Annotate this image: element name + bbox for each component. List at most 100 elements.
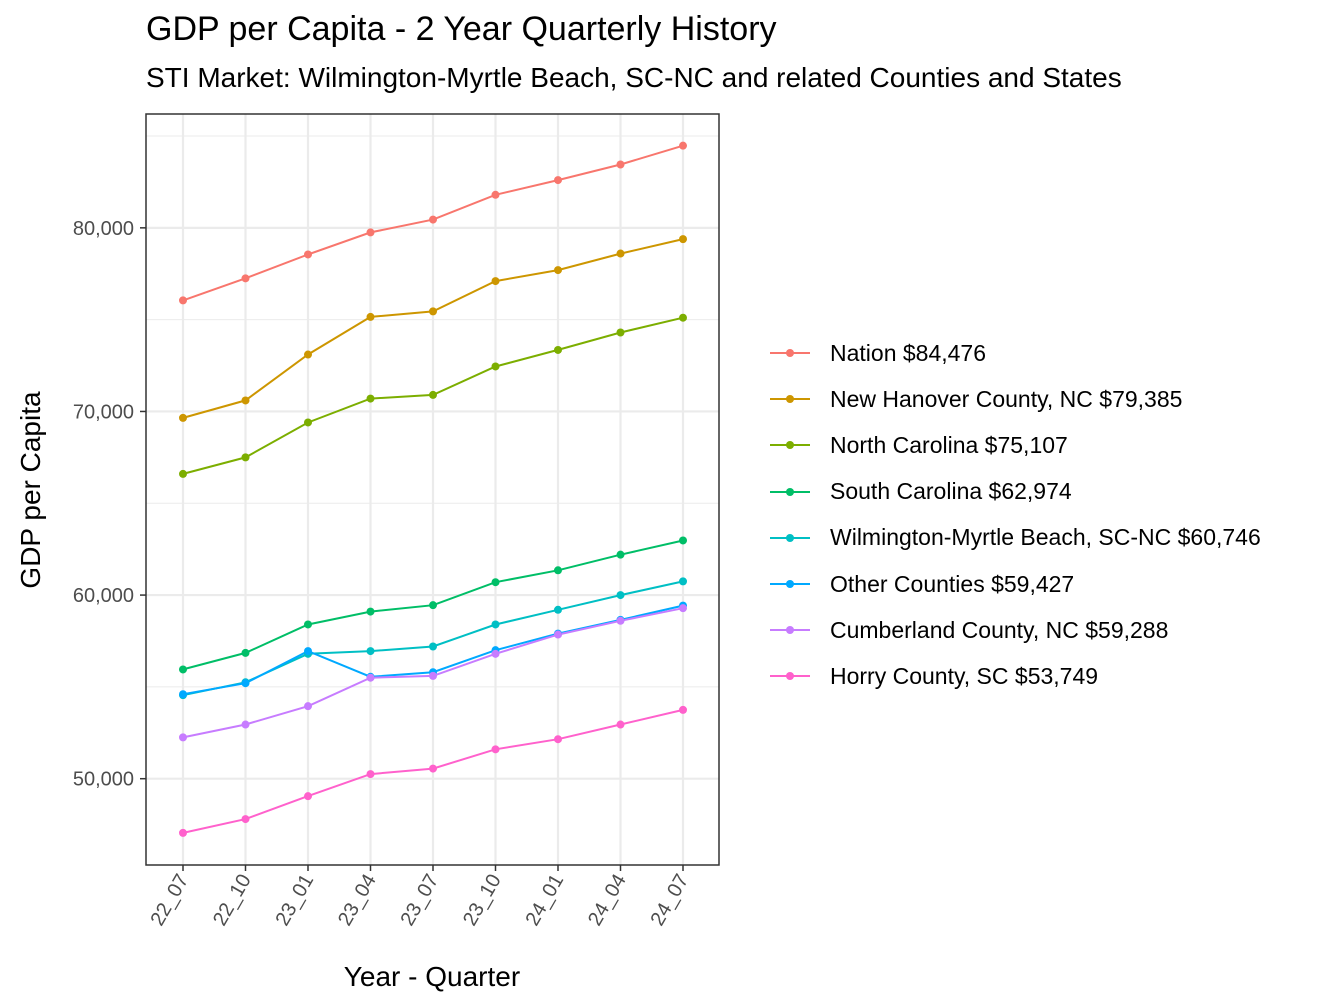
x-tick-label: 24_04 — [584, 871, 631, 930]
data-point — [179, 733, 187, 742]
data-point — [679, 577, 687, 586]
data-point — [241, 453, 250, 462]
data-point — [304, 350, 312, 359]
legend-item: Nation $84,476 — [770, 330, 1261, 376]
data-point — [491, 277, 500, 286]
x-tick-label: 23_04 — [334, 871, 381, 930]
legend-key-point — [786, 349, 794, 358]
chart-title: GDP per Capita - 2 Year Quarterly Histor… — [146, 10, 777, 48]
data-point — [179, 413, 187, 422]
legend-key — [770, 620, 810, 640]
y-tick-label: 60,000 — [73, 585, 134, 607]
data-point — [366, 770, 375, 779]
data-point — [491, 620, 500, 629]
data-point — [241, 396, 250, 405]
data-point — [491, 745, 500, 754]
data-point — [491, 190, 500, 199]
legend-key — [770, 528, 810, 548]
legend-key-point — [786, 395, 794, 404]
data-point — [554, 566, 562, 575]
data-point — [616, 591, 625, 600]
data-point — [241, 648, 250, 657]
data-point — [554, 735, 562, 744]
data-point — [491, 578, 500, 587]
chart-subtitle: STI Market: Wilmington-Myrtle Beach, SC-… — [146, 62, 1122, 93]
data-point — [554, 605, 562, 614]
legend-label: Wilmington-Myrtle Beach, SC-NC $60,746 — [830, 524, 1261, 551]
legend-label: New Hanover County, NC $79,385 — [830, 385, 1183, 412]
legend-item: South Carolina $62,974 — [770, 469, 1261, 515]
x-tick-label: 24_07 — [646, 871, 693, 930]
data-point — [241, 815, 250, 824]
grid-major — [146, 114, 719, 865]
x-tick-label: 22_10 — [209, 871, 256, 930]
data-point — [429, 642, 437, 651]
legend-key-point — [786, 441, 794, 450]
data-point — [179, 690, 187, 699]
legend-key-point — [786, 487, 794, 496]
x-axis-title: Year - Quarter — [344, 961, 520, 992]
y-tick-label: 80,000 — [73, 218, 134, 240]
data-point — [241, 679, 250, 688]
data-point — [679, 705, 687, 714]
data-point — [679, 604, 687, 613]
data-point — [304, 792, 312, 801]
x-tick-label: 23_07 — [396, 871, 443, 930]
data-point — [429, 390, 437, 399]
data-point — [366, 394, 375, 403]
legend-item: North Carolina $75,107 — [770, 422, 1261, 468]
x-tick-label: 23_01 — [271, 871, 318, 930]
data-point — [616, 249, 625, 258]
legend-item: Wilmington-Myrtle Beach, SC-NC $60,746 — [770, 515, 1261, 561]
legend-label: Horry County, SC $53,749 — [830, 662, 1099, 689]
data-point — [429, 307, 437, 316]
data-point — [679, 235, 687, 244]
x-axis: 22_07 22_10 23_01 23_04 23_07 23_10 24_01 24_04… — [146, 865, 693, 930]
legend-key — [770, 389, 810, 409]
data-point — [179, 296, 187, 305]
y-axis: 50,000 60,000 70,000 80,000 — [73, 218, 146, 791]
data-point — [554, 345, 562, 354]
data-point — [366, 673, 375, 682]
x-tick-label: 22_07 — [146, 871, 193, 930]
legend-label: North Carolina $75,107 — [830, 431, 1068, 458]
data-point — [304, 418, 312, 427]
legend-key — [770, 666, 810, 686]
y-tick-label: 70,000 — [73, 401, 134, 423]
legend-key-point — [786, 626, 794, 635]
legend-label: Other Counties $59,427 — [830, 570, 1075, 597]
data-point — [616, 616, 625, 625]
y-tick-label: 50,000 — [73, 769, 134, 791]
data-point — [304, 647, 312, 656]
data-point — [366, 228, 375, 237]
x-tick-label: 23_10 — [459, 871, 506, 930]
data-point — [554, 266, 562, 275]
data-point — [366, 607, 375, 616]
data-point — [616, 550, 625, 559]
data-point — [429, 601, 437, 610]
data-point — [429, 671, 437, 680]
data-point — [616, 720, 625, 729]
data-point — [679, 536, 687, 545]
data-point — [554, 630, 562, 639]
data-point — [179, 828, 187, 837]
data-point — [179, 665, 187, 674]
legend-key-point — [786, 533, 794, 542]
data-point — [179, 469, 187, 478]
legend-key — [770, 574, 810, 594]
data-point — [679, 141, 687, 150]
data-point — [429, 764, 437, 773]
legend-key — [770, 343, 810, 363]
legend-key — [770, 482, 810, 502]
legend-label: South Carolina $62,974 — [830, 478, 1072, 505]
data-point — [241, 720, 250, 729]
x-tick-label: 24_01 — [521, 871, 568, 930]
legend-key — [770, 435, 810, 455]
legend: Nation $84,476 New Hanover County, NC $79… — [770, 330, 1261, 700]
legend-label: Cumberland County, NC $59,288 — [830, 616, 1169, 643]
legend-item: New Hanover County, NC $79,385 — [770, 376, 1261, 422]
data-point — [429, 215, 437, 224]
series-points — [179, 141, 687, 837]
data-point — [491, 362, 500, 371]
legend-item: Horry County, SC $53,749 — [770, 653, 1261, 699]
